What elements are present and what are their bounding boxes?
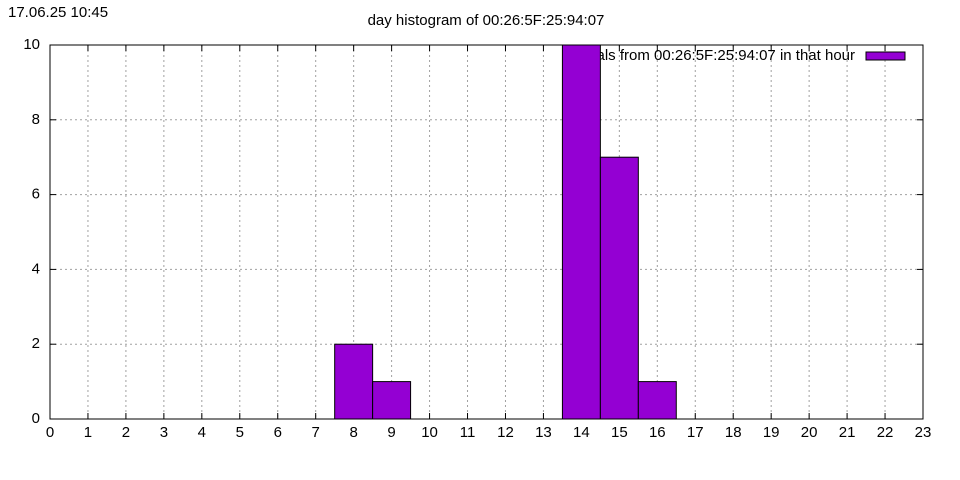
plot-border bbox=[49, 44, 924, 420]
x-tick-label: 15 bbox=[611, 424, 628, 441]
y-tick-label: 0 bbox=[32, 410, 40, 427]
x-tick-label: 6 bbox=[274, 424, 282, 441]
y-tick-label: 10 bbox=[23, 36, 40, 53]
legend-label: signals from 00:26:5F:25:94:07 in that h… bbox=[569, 47, 855, 64]
y-tick-label: 6 bbox=[32, 186, 40, 203]
chart-title: day histogram of 00:26:5F:25:94:07 bbox=[368, 12, 605, 29]
bar bbox=[561, 44, 601, 420]
bar bbox=[334, 343, 374, 420]
bar bbox=[599, 156, 639, 420]
x-tick-label: 2 bbox=[122, 424, 130, 441]
timestamp: 17.06.25 10:45 bbox=[8, 4, 108, 21]
x-tick-label: 14 bbox=[573, 424, 590, 441]
y-tick-label: 2 bbox=[32, 335, 40, 352]
x-tick-label: 20 bbox=[801, 424, 818, 441]
x-tick-label: 5 bbox=[236, 424, 244, 441]
bar bbox=[637, 381, 677, 420]
x-tick-label: 13 bbox=[535, 424, 552, 441]
x-tick-label: 22 bbox=[877, 424, 894, 441]
x-tick-label: 19 bbox=[763, 424, 780, 441]
x-tick-label: 8 bbox=[349, 424, 357, 441]
x-tick-label: 3 bbox=[160, 424, 168, 441]
x-tick-label: 16 bbox=[649, 424, 666, 441]
y-tick-label: 4 bbox=[32, 260, 40, 277]
legend-swatch bbox=[865, 51, 906, 61]
x-tick-label: 23 bbox=[915, 424, 932, 441]
x-tick-label: 10 bbox=[421, 424, 438, 441]
x-tick-label: 4 bbox=[198, 424, 206, 441]
x-tick-label: 12 bbox=[497, 424, 514, 441]
x-tick-label: 21 bbox=[839, 424, 856, 441]
bar bbox=[372, 381, 412, 420]
x-tick-label: 18 bbox=[725, 424, 742, 441]
x-tick-label: 11 bbox=[460, 424, 476, 441]
x-tick-label: 0 bbox=[46, 424, 54, 441]
x-tick-label: 1 bbox=[84, 424, 92, 441]
x-tick-label: 17 bbox=[687, 424, 704, 441]
x-tick-label: 9 bbox=[387, 424, 395, 441]
y-tick-label: 8 bbox=[32, 111, 40, 128]
x-tick-label: 7 bbox=[312, 424, 320, 441]
